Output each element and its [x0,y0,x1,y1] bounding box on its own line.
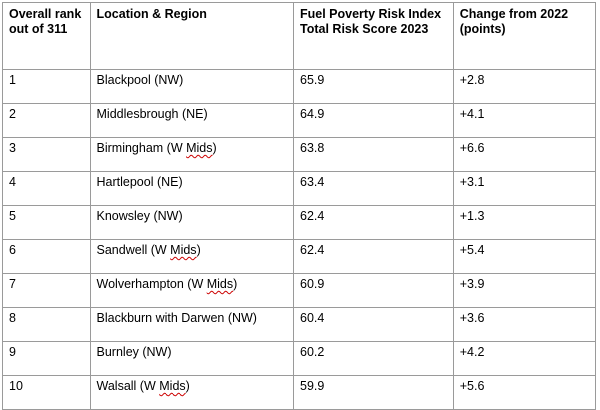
location-cell: Birmingham (W Mids) [89,137,295,172]
risk-score-cell: 65.9 [293,69,454,104]
location-cell: Knowsley (NW) [89,205,295,240]
change-cell: +3.1 [452,171,597,206]
spellcheck-flagged-word: Mids [186,141,213,155]
location-text: Wolverhampton (W [96,277,207,291]
spellcheck-flagged-word: Mids [170,243,197,257]
rank-cell: 4 [2,171,91,206]
location-text: Knowsley (NW) [96,209,183,223]
risk-score-cell: 60.4 [293,307,454,342]
location-cell: Walsall (W Mids) [89,375,295,410]
location-text: Birmingham (W [96,141,187,155]
risk-score-cell: 63.4 [293,171,454,206]
location-text: Burnley (NW) [96,345,172,359]
table-row: 1 Blackpool (NW) 65.9 +2.8 [2,69,597,104]
location-text-suffix: ) [196,243,201,257]
risk-score-cell: 60.2 [293,341,454,376]
rank-cell: 3 [2,137,91,172]
location-text: Middlesbrough (NE) [96,107,208,121]
change-cell: +4.2 [452,341,597,376]
change-cell: +3.6 [452,307,597,342]
change-cell: +2.8 [452,69,597,104]
location-cell: Hartlepool (NE) [89,171,295,206]
location-cell: Blackpool (NW) [89,69,295,104]
change-cell: +6.6 [452,137,597,172]
table-row: 3 Birmingham (W Mids) 63.8 +6.6 [2,137,597,172]
risk-score-cell: 59.9 [293,375,454,410]
rank-cell: 7 [2,273,91,308]
rank-cell: 10 [2,375,91,410]
location-cell: Sandwell (W Mids) [89,239,295,274]
table-row: 4 Hartlepool (NE) 63.4 +3.1 [2,171,597,206]
location-text-suffix: ) [233,277,238,291]
rank-cell: 8 [2,307,91,342]
location-text: Hartlepool (NE) [96,175,183,189]
table-row: 2 Middlesbrough (NE) 64.9 +4.1 [2,103,597,138]
rank-cell: 5 [2,205,91,240]
risk-score-cell: 60.9 [293,273,454,308]
table-row: 5 Knowsley (NW) 62.4 +1.3 [2,205,597,240]
location-text: Walsall (W [96,379,160,393]
risk-score-cell: 62.4 [293,239,454,274]
risk-score-cell: 63.8 [293,137,454,172]
change-cell: +1.3 [452,205,597,240]
location-cell: Wolverhampton (W Mids) [89,273,295,308]
table-header-row: Overall rank out of 311 Location & Regio… [2,2,597,70]
table-row: 6 Sandwell (W Mids) 62.4 +5.4 [2,239,597,274]
table-body: 1 Blackpool (NW) 65.9 +2.8 2 Middlesbrough (N… [2,69,597,410]
location-cell: Burnley (NW) [89,341,295,376]
table-row: 7 Wolverhampton (W Mids) 60.9 +3.9 [2,273,597,308]
rank-cell: 9 [2,341,91,376]
rank-cell: 2 [2,103,91,138]
location-text: Blackburn with Darwen (NW) [96,311,257,325]
location-text: Sandwell (W [96,243,171,257]
table-row: 10 Walsall (W Mids) 59.9 +5.6 [2,375,597,410]
rank-cell: 1 [2,69,91,104]
spellcheck-flagged-word: Mids [159,379,186,393]
header-change-from-2022: Change from 2022 (points) [452,2,597,70]
location-text: Blackpool (NW) [96,73,184,87]
spellcheck-flagged-word: Mids [206,277,234,291]
location-text-suffix: ) [212,141,217,155]
table-row: 8 Blackburn with Darwen (NW) 60.4 +3.6 [2,307,597,342]
change-cell: +5.6 [452,375,597,410]
location-cell: Middlesbrough (NE) [89,103,295,138]
rank-cell: 6 [2,239,91,274]
header-risk-score-2023: Fuel Poverty Risk Index Total Risk Score… [293,2,454,70]
change-cell: +4.1 [452,103,597,138]
change-cell: +5.4 [452,239,597,274]
location-text-suffix: ) [185,379,190,393]
header-overall-rank: Overall rank out of 311 [2,2,91,70]
change-cell: +3.9 [452,273,597,308]
header-location-region: Location & Region [89,2,295,70]
risk-score-cell: 64.9 [293,103,454,138]
table-row: 9 Burnley (NW) 60.2 +4.2 [2,341,597,376]
risk-score-cell: 62.4 [293,205,454,240]
location-cell: Blackburn with Darwen (NW) [89,307,295,342]
